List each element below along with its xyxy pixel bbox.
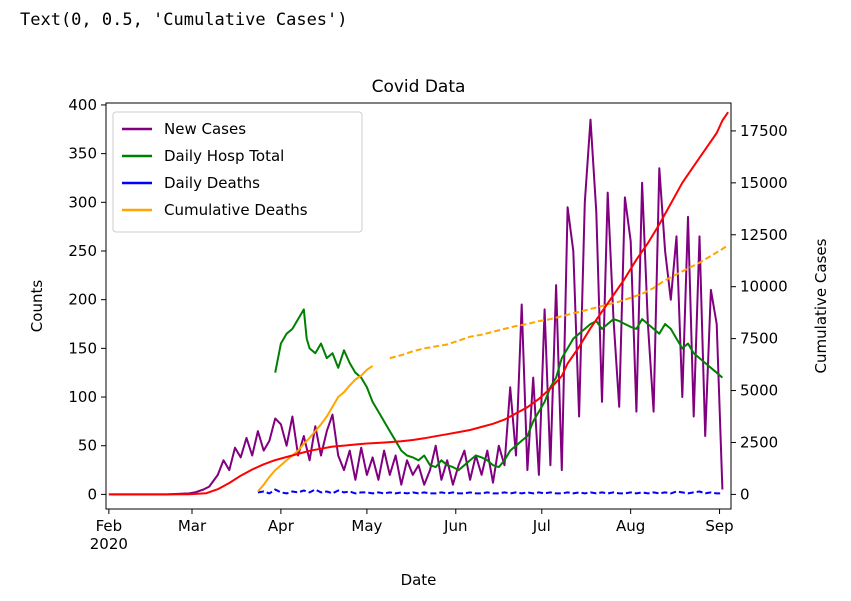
- y-tick-label: 300: [68, 193, 97, 211]
- series-line-0: [108, 118, 724, 496]
- series-line-1: [274, 308, 724, 472]
- x-tick-label: May: [351, 517, 382, 535]
- y-tick-label: 150: [68, 339, 97, 357]
- plot-frame: [105, 102, 732, 510]
- x-tick-label: Feb: [96, 517, 123, 535]
- y-tick-label: 250: [68, 242, 97, 260]
- legend-box: [112, 111, 363, 233]
- legend-label: New Cases: [164, 120, 246, 138]
- x-tick-label: Mar: [178, 517, 207, 535]
- y-tick-label: 50: [78, 437, 97, 455]
- legend: New Cases Daily Hosp Total Daily Deaths Cum…: [112, 111, 363, 233]
- x-tick-sublabel: 2020: [90, 535, 128, 553]
- series-lines: [108, 111, 729, 496]
- y-tick-label: 400: [68, 96, 97, 114]
- y-right-tick-label: 12500: [740, 226, 788, 244]
- y-right-tick-label: 7500: [740, 330, 778, 348]
- y-right-tick-label: 0: [740, 485, 750, 503]
- x-tick-label: Aug: [616, 517, 645, 535]
- x-tick-label: Jul: [532, 517, 551, 535]
- y-tick-label: 200: [68, 291, 97, 309]
- x-tick-label: Sep: [705, 517, 733, 535]
- series-line-5: [108, 111, 729, 496]
- y-right-tick-label: 10000: [740, 278, 788, 296]
- y-right-tick-label: 15000: [740, 174, 788, 192]
- legend-label: Cumulative Deaths: [164, 201, 308, 219]
- series-line-3: [257, 365, 374, 493]
- legend-label: Daily Hosp Total: [164, 147, 284, 165]
- series-line-4: [389, 244, 729, 360]
- series-line-2: [257, 488, 723, 495]
- chart-title: Covid Data: [372, 77, 466, 97]
- y-tick-label: 350: [68, 145, 97, 163]
- x-tick-label: Apr: [268, 517, 295, 535]
- y-tick-label: 0: [87, 485, 97, 503]
- x-tick-label: Jun: [443, 517, 467, 535]
- y-axis-right: 0 2500 5000 7500 10000 12500 15000 17500: [731, 122, 788, 503]
- y-right-tick-label: 2500: [740, 433, 778, 451]
- y-tick-label: 100: [68, 388, 97, 406]
- cell-output-text: Text(0, 0.5, 'Cumulative Cases'): [20, 10, 348, 30]
- y-axis-left: 0 50 100 150 200 250 300 350 400: [68, 96, 106, 503]
- y-axis-right-label: Cumulative Cases: [812, 238, 830, 373]
- y-right-tick-label: 5000: [740, 382, 778, 400]
- legend-label: Daily Deaths: [164, 174, 260, 192]
- x-axis-label: Date: [401, 571, 437, 589]
- y-right-tick-label: 17500: [740, 122, 788, 140]
- y-axis-label: Counts: [28, 280, 46, 333]
